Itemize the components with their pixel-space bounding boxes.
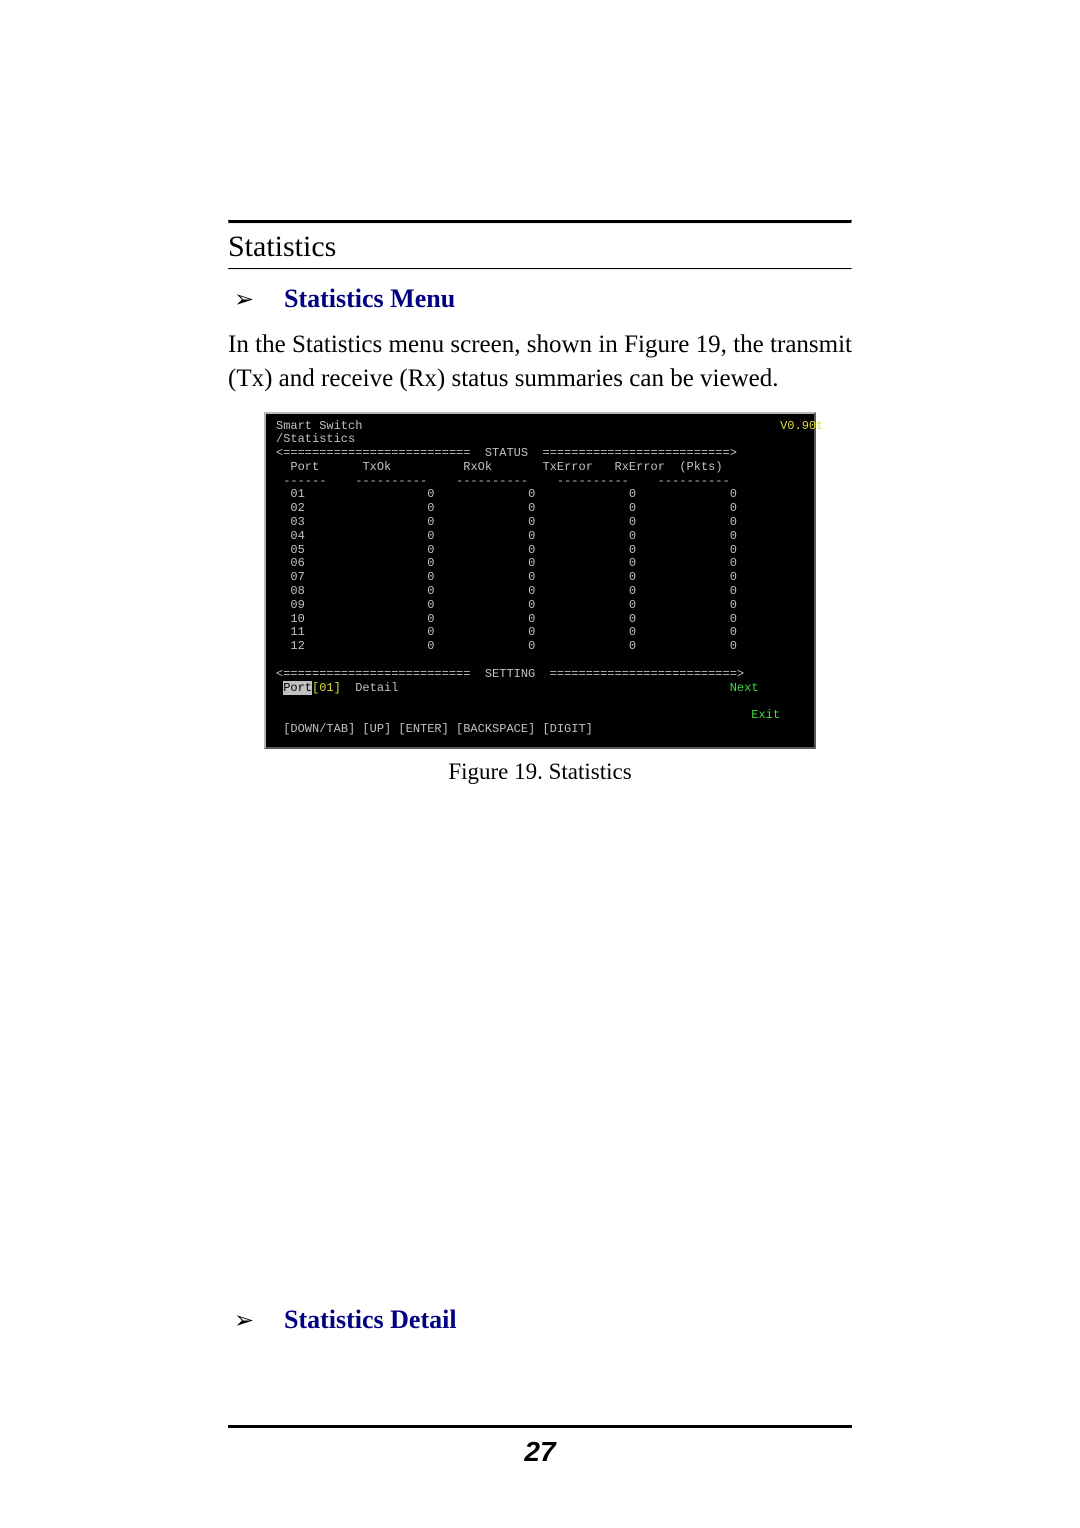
r-a: 0 [427,584,434,598]
col-txerr: TxError [543,460,593,474]
r-c: 0 [629,515,636,529]
exit-button[interactable]: Exit [751,708,780,722]
r-d: 0 [730,570,737,584]
r-c: 0 [629,570,636,584]
r-a: 0 [427,625,434,639]
r-d: 0 [730,598,737,612]
r-port: 09 [290,598,304,612]
next-button[interactable]: Next [730,681,759,695]
subhead-stats-detail: ➢ Statistics Detail [228,1305,852,1335]
status-label: STATUS [485,446,528,460]
r-port: 06 [290,556,304,570]
r-c: 0 [629,598,636,612]
col-rxok: RxOk [463,460,492,474]
r-b: 0 [528,584,535,598]
r-c: 0 [629,529,636,543]
dash-row: ------ ---------- ---------- ---------- … [283,474,729,488]
r-a: 0 [427,529,434,543]
r-c: 0 [629,612,636,626]
r-port: 03 [290,515,304,529]
r-b: 0 [528,529,535,543]
r-d: 0 [730,515,737,529]
r-port: 04 [290,529,304,543]
r-b: 0 [528,639,535,653]
r-b: 0 [528,556,535,570]
r-c: 0 [629,625,636,639]
r-d: 0 [730,529,737,543]
r-b: 0 [528,612,535,626]
arrow-icon: ➢ [228,1306,256,1335]
col-txok: TxOk [362,460,391,474]
r-port: 11 [290,625,304,639]
col-port: Port [290,460,319,474]
r-d: 0 [730,543,737,557]
term-title: Smart Switch [276,419,362,433]
r-port: 07 [290,570,304,584]
r-b: 0 [528,543,535,557]
port-field-value[interactable]: [01] [312,681,341,695]
r-d: 0 [730,612,737,626]
detail-button[interactable]: Detail [355,681,398,695]
r-b: 0 [528,501,535,515]
r-c: 0 [629,501,636,515]
body-paragraph: In the Statistics menu screen, shown in … [228,328,852,396]
section-title: Statistics [228,224,852,268]
r-a: 0 [427,598,434,612]
top-rule-2 [228,268,852,270]
footer-rule [228,1425,852,1428]
r-d: 0 [730,501,737,515]
r-a: 0 [427,487,434,501]
r-port: 08 [290,584,304,598]
subhead-stats-menu: ➢ Statistics Menu [228,284,852,314]
r-d: 0 [730,556,737,570]
r-b: 0 [528,515,535,529]
figure-caption: Figure 19. Statistics [228,759,852,785]
setting-label: SETTING [485,667,535,681]
r-a: 0 [427,515,434,529]
r-d: 0 [730,487,737,501]
r-b: 0 [528,598,535,612]
status-bar-left: <========================== [276,446,470,460]
r-a: 0 [427,501,434,515]
r-c: 0 [629,639,636,653]
r-c: 0 [629,487,636,501]
col-rxerr: RxError (Pkts) [615,460,723,474]
subhead-label: Statistics Menu [284,284,455,314]
setting-bar-left: <========================== [276,667,470,681]
term-path: /Statistics [276,432,355,446]
port-field-label[interactable]: Port [283,681,312,695]
r-c: 0 [629,584,636,598]
status-bar-right: ==========================> [542,446,736,460]
r-a: 0 [427,543,434,557]
term-version: V0.90t [780,419,823,433]
r-a: 0 [427,639,434,653]
r-a: 0 [427,612,434,626]
r-port: 01 [290,487,304,501]
r-port: 02 [290,501,304,515]
terminal-screenshot: Smart Switch V0.90t /Statistics <=======… [264,412,816,749]
setting-bar-right: ==========================> [550,667,744,681]
arrow-icon: ➢ [228,285,256,314]
r-c: 0 [629,556,636,570]
r-d: 0 [730,584,737,598]
terminal-content: Smart Switch V0.90t /Statistics <=======… [266,414,814,747]
r-d: 0 [730,625,737,639]
r-a: 0 [427,570,434,584]
r-port: 05 [290,543,304,557]
subhead-label: Statistics Detail [284,1305,457,1335]
r-b: 0 [528,570,535,584]
r-port: 10 [290,612,304,626]
r-d: 0 [730,639,737,653]
r-b: 0 [528,487,535,501]
r-c: 0 [629,543,636,557]
hint-keys: [DOWN/TAB] [UP] [ENTER] [BACKSPACE] [DIG… [283,722,593,736]
page-number: 27 [0,1436,1080,1468]
r-port: 12 [290,639,304,653]
r-b: 0 [528,625,535,639]
r-a: 0 [427,556,434,570]
